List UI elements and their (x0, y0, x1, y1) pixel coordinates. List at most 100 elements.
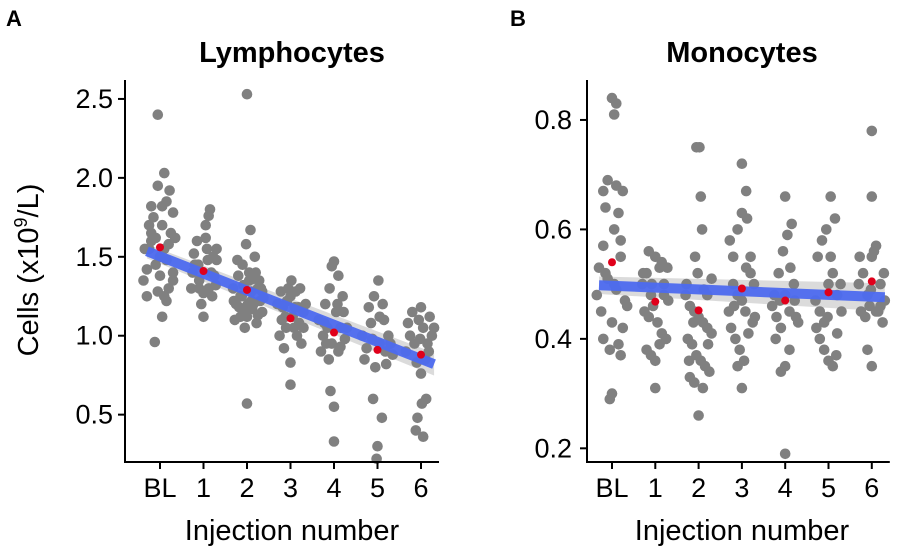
data-point-lymph (328, 401, 340, 413)
mean-point-mono (737, 284, 746, 293)
data-point-mono (823, 278, 834, 290)
data-point-mono (875, 278, 886, 290)
data-point-lymph (161, 295, 172, 307)
data-point-lymph (407, 306, 418, 318)
data-point-mono (702, 339, 714, 350)
data-point-mono (782, 229, 793, 241)
data-point-lymph (373, 275, 384, 286)
data-point-mono (600, 267, 611, 279)
data-point-mono (773, 267, 784, 279)
data-point-lymph (330, 306, 342, 318)
data-point-mono (853, 278, 865, 290)
data-point-lymph (241, 88, 253, 100)
data-point-mono (604, 393, 616, 405)
data-point-lymph (380, 358, 392, 370)
data-point-mono (736, 295, 748, 306)
data-point-mono (821, 224, 832, 235)
data-point-lymph (200, 232, 211, 244)
data-point-lymph (251, 317, 262, 329)
data-point-mono (740, 185, 752, 197)
data-point-lymph (252, 309, 264, 321)
data-point-mono (825, 191, 836, 202)
x-tick-label-lymph: BL (143, 473, 176, 503)
data-point-mono (829, 213, 841, 224)
data-point-mono (745, 251, 756, 263)
x-tick-label-mono: 3 (734, 473, 749, 503)
y-tick-label-lymph: 1.5 (75, 242, 113, 272)
data-point-mono (877, 317, 888, 328)
mean-point-lymph (286, 314, 295, 323)
data-point-lymph (203, 210, 214, 222)
data-point-lymph (156, 219, 168, 231)
data-point-lymph (298, 322, 309, 334)
data-point-mono (827, 267, 839, 279)
data-point-lymph (163, 283, 174, 294)
mean-point-mono (651, 297, 660, 306)
data-point-lymph (417, 431, 429, 443)
data-point-lymph (402, 317, 414, 329)
data-point-mono (689, 251, 701, 263)
data-point-lymph (206, 291, 218, 302)
data-point-mono (766, 300, 778, 312)
data-point-mono (878, 267, 890, 279)
data-point-lymph (188, 248, 200, 259)
data-point-lymph (368, 291, 380, 302)
data-point-lymph (196, 298, 207, 310)
panel-title-lymphocytes: Lymphocytes (199, 37, 385, 69)
data-point-lymph (294, 283, 306, 294)
panel-letter-a: A (6, 6, 22, 31)
data-point-mono (831, 328, 843, 339)
data-point-mono (656, 256, 668, 268)
data-point-lymph (156, 311, 168, 323)
data-point-mono (814, 333, 826, 345)
data-point-mono (613, 339, 624, 350)
data-point-mono (652, 317, 663, 328)
x-tick-label-mono: 4 (778, 473, 793, 503)
data-point-lymph (320, 338, 332, 349)
data-point-mono (602, 174, 613, 186)
data-point-lymph (167, 207, 179, 218)
data-point-lymph (280, 322, 292, 334)
data-point-mono (695, 191, 707, 202)
data-point-lymph (233, 270, 244, 282)
data-point-lymph (367, 393, 379, 405)
data-point-lymph (211, 243, 222, 255)
data-point-mono (598, 240, 609, 252)
data-point-mono (741, 213, 753, 224)
data-point-lymph (415, 368, 427, 379)
x-tick-label-lymph: 6 (413, 473, 428, 503)
data-point-lymph (315, 346, 327, 357)
data-point-lymph (370, 362, 381, 373)
data-point-lymph (275, 286, 287, 297)
data-point-mono (857, 267, 869, 279)
data-point-mono (693, 410, 704, 421)
data-point-mono (728, 300, 740, 312)
data-point-lymph (154, 270, 166, 282)
data-point-mono (771, 311, 782, 323)
data-point-mono (745, 267, 756, 279)
data-point-lymph (417, 322, 429, 334)
data-point-lymph (376, 412, 388, 424)
y-tick-label-lymph: 1.0 (75, 321, 113, 351)
data-point-mono (604, 344, 616, 356)
mean-point-mono (694, 306, 703, 315)
x-axis-title-lymphocytes: Injection number (185, 515, 400, 547)
y-tick-label-mono: 0.4 (534, 324, 572, 354)
data-point-mono (816, 235, 828, 246)
data-point-lymph (201, 243, 213, 255)
data-point-lymph (420, 393, 432, 405)
data-point-mono (608, 109, 620, 120)
y-tick-label-lymph: 2.0 (75, 163, 113, 193)
data-point-mono (777, 246, 789, 257)
data-point-lymph (156, 201, 168, 212)
data-point-mono (770, 333, 781, 345)
y-axis-title: Cells (x109/L) (11, 184, 45, 357)
data-point-lymph (413, 314, 425, 326)
data-point-mono (732, 224, 743, 235)
plot-area-monocytes: 0.2 0.4 0.6 0.8 BL 1 2 3 4 5 6 (534, 80, 891, 503)
data-point-mono (779, 191, 791, 202)
data-point-mono (822, 311, 833, 323)
data-point-lymph (296, 338, 307, 349)
data-point-lymph (359, 354, 370, 365)
data-point-mono (831, 350, 842, 361)
